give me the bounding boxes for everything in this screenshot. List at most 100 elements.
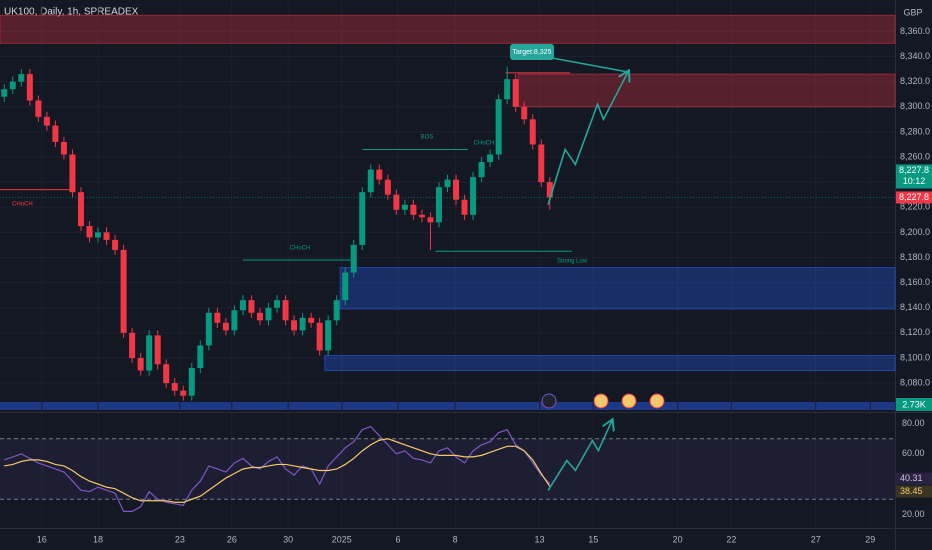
candle-body: [444, 179, 451, 188]
projection-path: [547, 72, 628, 205]
y-tick-label: 20.00: [902, 509, 925, 519]
candle-body: [325, 320, 332, 351]
event-icons: [541, 393, 665, 409]
candle-body: [529, 119, 536, 145]
event-icon[interactable]: [593, 393, 609, 409]
candle-body: [470, 177, 477, 215]
y-tick-label: 60.00: [902, 448, 925, 458]
rsi-value-label: 40.31: [900, 473, 923, 483]
candle-body: [205, 312, 212, 346]
price-label: 8,227.8: [899, 192, 929, 202]
y-tick-label: 8,180.0: [900, 252, 930, 262]
candle-body: [265, 307, 272, 321]
candle-body: [546, 182, 553, 198]
candle-body: [120, 249, 127, 333]
annotation: BOS: [421, 135, 434, 141]
candle-body: [427, 217, 434, 223]
candle-body: [478, 162, 485, 178]
candle-body: [316, 322, 323, 351]
y-tick-label: 8,280.0: [900, 126, 930, 136]
candle-body: [137, 357, 144, 371]
y-tick-label: 8,320.0: [900, 76, 930, 86]
x-tick-label: 29: [865, 534, 875, 544]
candle-body: [35, 100, 42, 117]
x-tick-label: 6: [396, 534, 401, 544]
x-tick-label: 15: [588, 534, 598, 544]
candle-body: [342, 272, 349, 301]
candle-body: [197, 345, 204, 369]
candle-body: [401, 204, 408, 210]
y-tick-label: 8,340.0: [900, 51, 930, 61]
x-tick-label: 8: [453, 534, 458, 544]
price-box: [896, 191, 932, 204]
x-tick-label: 2025: [332, 534, 352, 544]
candle-body: [26, 74, 33, 101]
last-price-box: [896, 164, 932, 189]
x-tick-label: 27: [811, 534, 821, 544]
candle-body: [274, 300, 281, 308]
countdown: 10:12: [903, 176, 926, 186]
candle-body: [129, 332, 136, 358]
candle-body: [163, 364, 170, 384]
rsi-value-label: 38.45: [900, 486, 923, 496]
y-tick-label: 80.00: [902, 418, 925, 428]
candle-body: [504, 79, 511, 100]
candle-body: [350, 244, 357, 273]
candle-body: [86, 226, 93, 238]
volume-box: [896, 398, 932, 411]
candle-body: [43, 116, 50, 126]
indicator-line: [4, 425, 551, 512]
rsi-band: [0, 438, 895, 500]
candle-body: [248, 300, 255, 313]
event-icon[interactable]: [541, 393, 557, 409]
candle-body: [461, 199, 468, 215]
candle-body: [214, 312, 221, 323]
annotation: CHoCH: [12, 202, 33, 208]
rsi-value-box: [896, 485, 932, 498]
x-tick-label: 20: [673, 534, 683, 544]
y-tick-label: 8,120.0: [900, 327, 930, 337]
y-tick-label: 8,200.0: [900, 227, 930, 237]
candle-body: [376, 169, 383, 180]
candle-body: [52, 125, 59, 142]
candle-body: [487, 154, 494, 163]
annotation: CHoCH: [290, 246, 311, 252]
candle-body: [538, 144, 545, 183]
y-tick-label: 8,260.0: [900, 151, 930, 161]
y-tick-label: 8,100.0: [900, 352, 930, 362]
candle-body: [282, 300, 289, 321]
y-tick-label: 8,360.0: [900, 26, 930, 36]
event-icon[interactable]: [649, 393, 665, 409]
candle-body: [512, 79, 519, 107]
candle-body: [154, 335, 161, 365]
candle-body: [18, 74, 25, 82]
zone: [324, 354, 896, 372]
candle-body: [521, 106, 528, 120]
callout-box: [510, 44, 554, 60]
candle-body: [418, 214, 425, 218]
candle-body: [435, 187, 442, 223]
candle-body: [95, 232, 102, 238]
candle-body: [299, 317, 306, 331]
x-tick-label: 16: [37, 534, 47, 544]
candle-body: [188, 368, 195, 396]
zone: [517, 73, 896, 108]
candle-body: [180, 390, 187, 396]
projection-path: [547, 421, 612, 491]
candle-body: [410, 204, 417, 215]
zone: [0, 14, 896, 44]
candle-body: [222, 322, 229, 331]
candle-body: [393, 194, 400, 210]
callout-pointer: [551, 57, 629, 73]
candle-body: [60, 141, 67, 155]
annotation: CHoCH: [474, 141, 495, 147]
x-tick-label: 22: [726, 534, 736, 544]
candle-body: [256, 312, 263, 321]
event-icon[interactable]: [621, 393, 637, 409]
last-price: 8,227.8: [899, 165, 929, 175]
candle-body: [1, 89, 8, 97]
candle-body: [9, 81, 16, 90]
candle-body: [308, 317, 315, 323]
